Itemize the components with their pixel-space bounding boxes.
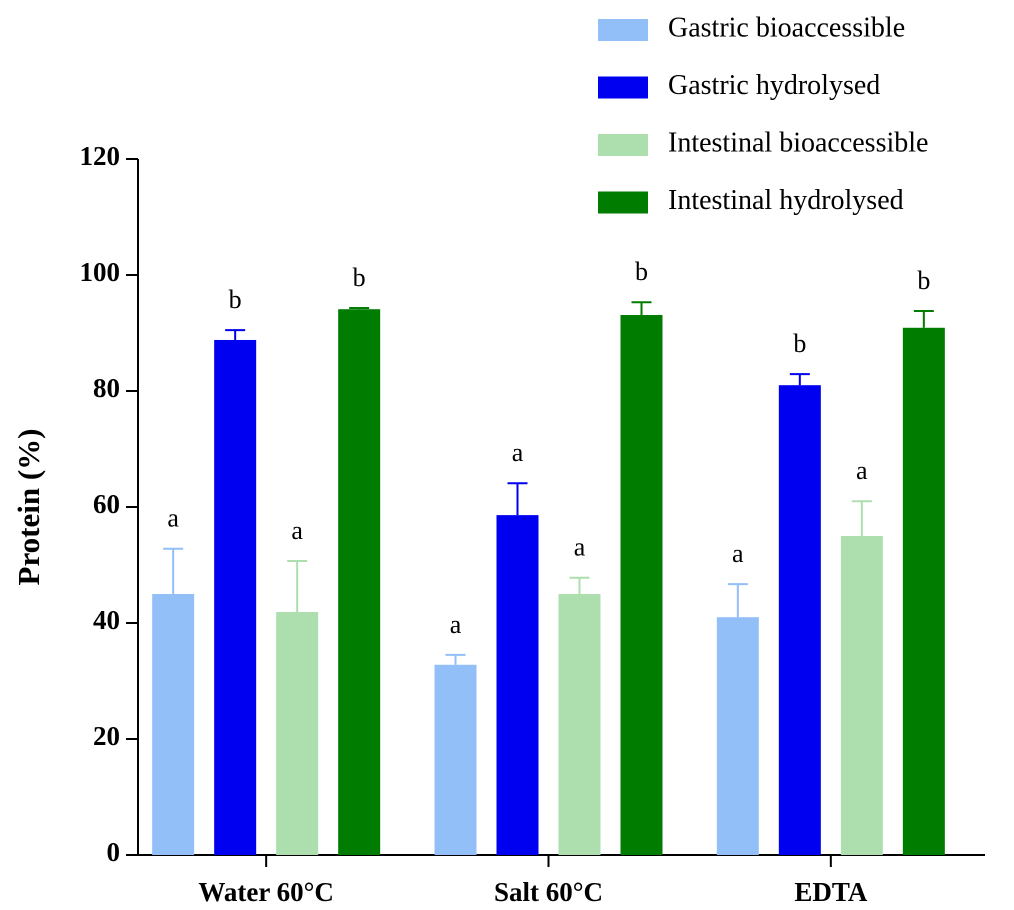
bar [338, 309, 381, 856]
annotation: a [574, 533, 586, 562]
y-tick-label: 0 [107, 837, 121, 867]
y-tick-label: 40 [93, 605, 120, 635]
y-axis-label: Protein (%) [11, 429, 46, 586]
y-tick-label: 80 [93, 373, 120, 403]
legend-label: Gastric hydrolysed [668, 70, 880, 101]
legend-label: Intestinal bioaccessible [668, 127, 928, 158]
bar [902, 327, 945, 855]
x-tick-label: EDTA [794, 877, 868, 907]
bar [496, 515, 539, 855]
annotation: b [229, 285, 242, 314]
legend-swatch [598, 76, 648, 99]
annotation: b [917, 266, 930, 295]
y-tick-label: 60 [93, 489, 120, 519]
annotation: b [635, 257, 648, 286]
legend-swatch [598, 134, 648, 156]
y-tick-label: 20 [93, 721, 120, 751]
bar [558, 594, 601, 855]
legend-swatch [598, 19, 648, 41]
annotation: a [512, 438, 524, 467]
bar [214, 339, 257, 856]
x-tick-label: Water 60°C [198, 877, 334, 907]
bar [434, 664, 477, 855]
annotation: a [856, 456, 868, 485]
annotation: a [167, 504, 179, 533]
annotation: b [353, 263, 366, 292]
annotation: a [732, 539, 744, 568]
bar [276, 611, 319, 855]
bar [840, 536, 883, 855]
legend-swatch [598, 191, 648, 214]
bar [716, 617, 759, 855]
bar [152, 594, 195, 855]
bar [778, 385, 821, 855]
bar [620, 315, 663, 855]
x-tick-label: Salt 60°C [494, 877, 603, 907]
y-tick-label: 120 [80, 141, 121, 171]
legend-label: Gastric bioaccessible [668, 12, 905, 43]
annotation: a [291, 516, 303, 545]
annotation: b [793, 329, 806, 358]
legend-label: Intestinal hydrolysed [668, 185, 904, 216]
y-tick-label: 100 [80, 257, 121, 287]
annotation: a [450, 610, 462, 639]
